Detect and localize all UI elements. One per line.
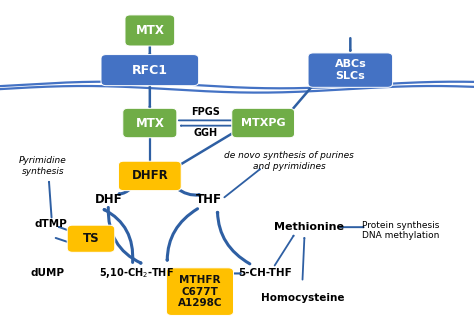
FancyBboxPatch shape: [67, 225, 115, 252]
Text: Methionine: Methionine: [274, 222, 344, 232]
Text: MTXPG: MTXPG: [241, 118, 285, 128]
FancyBboxPatch shape: [166, 268, 234, 315]
Text: DHF: DHF: [95, 193, 122, 206]
FancyBboxPatch shape: [232, 108, 294, 138]
Text: Pyrimidine
synthesis: Pyrimidine synthesis: [19, 156, 67, 176]
Text: THF: THF: [196, 193, 222, 206]
Text: MTX: MTX: [136, 24, 164, 37]
FancyBboxPatch shape: [123, 108, 177, 138]
FancyBboxPatch shape: [308, 53, 392, 87]
Text: RFC1: RFC1: [132, 64, 168, 77]
Text: DHFR: DHFR: [131, 169, 168, 182]
Text: Homocysteine: Homocysteine: [261, 293, 344, 303]
Text: dTMP: dTMP: [34, 219, 67, 229]
Text: FPGS: FPGS: [191, 107, 220, 117]
FancyBboxPatch shape: [101, 54, 199, 86]
Text: de novo synthesis of purines
and pyrimidines: de novo synthesis of purines and pyrimid…: [224, 151, 354, 171]
Text: dUMP: dUMP: [30, 269, 64, 279]
FancyBboxPatch shape: [118, 161, 181, 191]
Text: 5,10-CH$_2$-THF: 5,10-CH$_2$-THF: [100, 267, 174, 281]
Text: ABCs
SLCs: ABCs SLCs: [335, 59, 366, 81]
FancyBboxPatch shape: [125, 15, 175, 46]
Text: Protein synthesis
DNA methylation: Protein synthesis DNA methylation: [362, 221, 439, 240]
Text: GGH: GGH: [193, 128, 218, 138]
Text: MTX: MTX: [136, 117, 164, 129]
Text: MTHFR
C677T
A1298C: MTHFR C677T A1298C: [178, 275, 222, 308]
Text: 5-CH-THF: 5-CH-THF: [238, 269, 292, 279]
Text: TS: TS: [82, 232, 99, 245]
